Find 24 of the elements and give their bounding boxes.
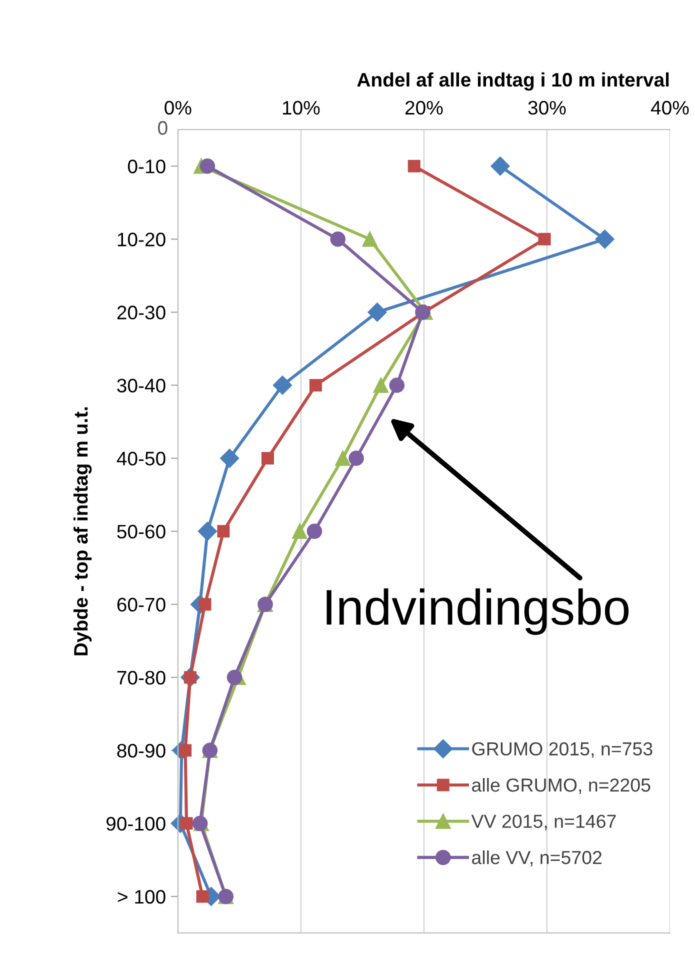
y-tick-label: 40-50 (116, 452, 166, 466)
y-tick-label: > 100 (118, 890, 166, 904)
annotation: Indvindingsbo (326, 588, 629, 635)
x-tick-label: 10% (282, 100, 320, 115)
legend-label: alle GRUMO, n=2205 (472, 778, 650, 794)
legend-label: GRUMO 2015, n=753 (472, 742, 652, 758)
y-tick-label: 0-10 (128, 160, 166, 174)
legend-label: alle VV, n=5702 (472, 850, 602, 866)
x-tick-label: 0% (164, 100, 192, 115)
text: 0 (158, 121, 168, 135)
y-tick-label: 10-20 (118, 232, 166, 246)
x-tick-label: 30% (528, 100, 566, 115)
y-tick-label: 20-30 (117, 306, 166, 320)
y-tick-label: 90-100 (106, 816, 166, 831)
x-tick-label: 40% (650, 100, 689, 115)
y-tick-label: 70-80 (117, 670, 166, 685)
y-tick-label: 30-40 (117, 378, 166, 392)
y-axis-title: Dybde - top af indtag m u.t. (73, 407, 92, 656)
legend-label: VV 2015, n=1467 (471, 814, 616, 830)
x-axis-title: Andel af alle indtag i 10 m interval (357, 72, 669, 91)
x-tick-label: 20% (405, 100, 443, 115)
y-tick-label: 50-60 (117, 524, 166, 539)
y-tick-label: 60-70 (117, 598, 166, 612)
y-tick-label: 80-90 (117, 744, 166, 758)
